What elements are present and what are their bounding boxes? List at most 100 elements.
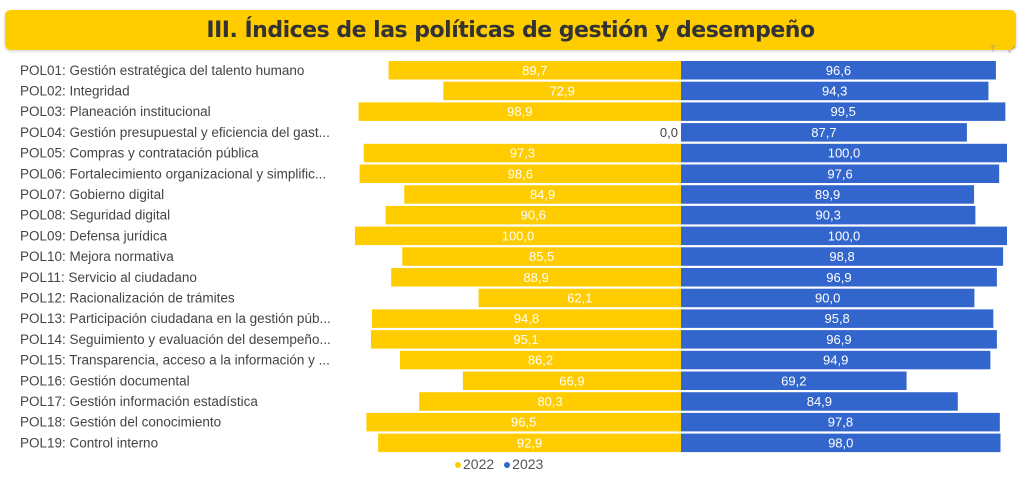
value-label-2023: 84,9: [807, 394, 832, 409]
value-label-2022: 80,3: [537, 394, 562, 409]
bar-2022: [385, 205, 681, 225]
category-label: POL11: Servicio al ciudadano: [20, 270, 197, 285]
bar-2023: [681, 371, 907, 390]
value-label-2023: 96,6: [826, 63, 851, 78]
bar-2023: [681, 309, 994, 328]
bar-2022: [358, 102, 681, 121]
expand-icon[interactable]: ⤢: [1008, 44, 1016, 54]
category-label: POL08: Seguridad digital: [20, 208, 170, 223]
bar-2023: [681, 123, 967, 142]
category-label: POL12: Racionalización de trámites: [20, 290, 235, 305]
bar-2022: [399, 350, 681, 370]
category-label: POL02: Integridad: [20, 83, 130, 98]
value-label-2023: 100,0: [828, 146, 861, 161]
legend-item-2022[interactable]: 2022: [455, 456, 494, 472]
bar-2022: [370, 330, 681, 349]
value-label-2022: 98,9: [507, 104, 532, 119]
value-label-2023: 89,9: [815, 187, 840, 202]
bar-2023: [681, 330, 997, 349]
value-label-2023: 97,8: [828, 415, 853, 430]
bar-2023: [681, 205, 976, 225]
category-label: POL18: Gestión del conocimiento: [20, 415, 221, 430]
bar-2022: [391, 268, 681, 287]
bar-2022: [359, 164, 681, 183]
value-label-2022: 90,6: [521, 208, 546, 223]
category-label: POL01: Gestión estratégica del talento h…: [20, 63, 304, 78]
bar-2023: [681, 61, 996, 80]
value-label-2023: 90,0: [815, 290, 840, 305]
value-label-2022: 98,6: [508, 166, 533, 181]
bar-2023: [681, 433, 1001, 453]
category-label: POL19: Control interno: [20, 435, 158, 450]
bar-2022: [443, 81, 681, 101]
value-label-2023: 94,9: [823, 353, 848, 368]
category-label: POL10: Mejora normativa: [20, 249, 174, 264]
value-label-2023: 95,8: [824, 311, 849, 326]
value-label-2022: 62,1: [567, 290, 592, 305]
value-label-2022: 72,9: [550, 83, 575, 98]
value-label-2023: 99,5: [831, 104, 856, 119]
value-label-2023: 97,6: [827, 166, 852, 181]
legend-dot-icon: [455, 462, 461, 469]
value-label-2022: 100,0: [502, 228, 535, 243]
value-label-2023: 87,7: [811, 125, 836, 140]
value-label-2022: 96,5: [511, 415, 536, 430]
value-label-2022: 86,2: [528, 353, 553, 368]
category-label: POL13: Participación ciudadana en la ges…: [20, 311, 331, 326]
bar-2023: [681, 185, 975, 204]
bar-2022: [404, 185, 681, 204]
value-label-2022: 95,1: [513, 332, 538, 347]
title-banner: III. Índices de las políticas de gestión…: [5, 10, 1016, 50]
value-label-2023: 69,2: [781, 373, 806, 388]
bar-2022: [366, 412, 681, 432]
value-label-2022: 97,3: [510, 146, 535, 161]
value-label-2023: 98,8: [829, 249, 854, 264]
category-label: POL09: Defensa jurídica: [20, 228, 168, 243]
bar-2022: [402, 247, 681, 266]
value-label-2023: 90,3: [816, 208, 841, 223]
category-label: POL07: Gobierno digital: [20, 187, 164, 202]
bar-2022: [363, 143, 681, 163]
category-label: POL17: Gestión información estadística: [20, 394, 258, 409]
bar-2023: [681, 412, 1000, 432]
value-label-2022: 84,9: [530, 187, 555, 202]
bar-2022: [478, 288, 681, 308]
page-title: III. Índices de las políticas de gestión…: [206, 17, 815, 43]
value-label-2022: 85,5: [529, 249, 554, 264]
category-label: POL04: Gestión presupuestal y eficiencia…: [20, 125, 330, 140]
category-label: POL15: Transparencia, acceso a la inform…: [20, 353, 330, 368]
bar-2022: [355, 226, 681, 246]
value-label-2023: 96,9: [826, 332, 851, 347]
bar-2022: [378, 433, 681, 453]
bar-2023: [681, 143, 1007, 163]
legend: 2022 2023: [455, 456, 543, 472]
legend-dot-icon: [504, 462, 511, 469]
category-label: POL03: Planeación institucional: [20, 104, 211, 119]
bar-2023: [681, 268, 997, 287]
value-label-2023: 94,3: [822, 83, 847, 98]
filter-icon[interactable]: ⊤: [989, 44, 997, 54]
bar-2022: [388, 61, 681, 80]
bar-2022: [419, 392, 681, 411]
category-label: POL14: Seguimiento y evaluación del dese…: [20, 332, 331, 347]
value-label-2023: 98,0: [828, 435, 853, 450]
value-label-2022: 88,9: [523, 270, 548, 285]
value-label-2023: 100,0: [828, 228, 861, 243]
value-label-2022: 92,9: [517, 435, 542, 450]
bar-2023: [681, 164, 1000, 183]
value-label-2022: 89,7: [522, 63, 547, 78]
legend-item-2023[interactable]: 2023: [504, 456, 543, 472]
bar-2023: [681, 288, 975, 308]
bar-2023: [681, 81, 989, 101]
category-label: POL06: Fortalecimiento organizacional y …: [20, 166, 326, 181]
bar-2023: [681, 102, 1006, 121]
bar-2022: [371, 309, 681, 328]
category-label: POL16: Gestión documental: [20, 373, 190, 388]
category-label: POL05: Compras y contratación pública: [20, 146, 259, 161]
bar-2022: [462, 371, 681, 390]
value-label-2022: 94,8: [514, 311, 539, 326]
bar-2023: [681, 350, 991, 370]
value-label-2022: 0,0: [660, 125, 678, 140]
bar-2023: [681, 226, 1007, 246]
